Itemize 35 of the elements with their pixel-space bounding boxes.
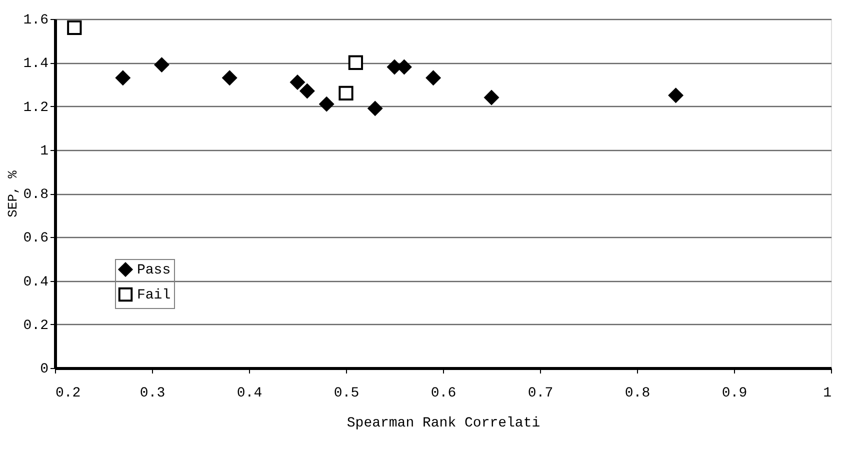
point bbox=[338, 86, 354, 100]
point bbox=[348, 55, 364, 70]
legend-label: Fail bbox=[137, 288, 171, 304]
x-tick-label: 0.7 bbox=[528, 386, 554, 402]
point bbox=[290, 74, 305, 90]
y-tick-label: 1 bbox=[40, 143, 48, 160]
point bbox=[319, 96, 334, 112]
y-tick-label: 0 bbox=[40, 362, 48, 378]
y-tick-label: 1.2 bbox=[23, 100, 48, 116]
y-tick-label: 0.2 bbox=[23, 318, 48, 334]
point bbox=[222, 70, 237, 86]
point bbox=[300, 84, 315, 98]
point bbox=[426, 70, 441, 86]
legend-label: Pass bbox=[137, 262, 171, 278]
point bbox=[154, 57, 170, 72]
x-tick-label: 0.8 bbox=[624, 386, 650, 402]
x-tick-label: 1 bbox=[823, 386, 832, 402]
point bbox=[368, 101, 382, 116]
y-tick-label: 0.8 bbox=[23, 187, 48, 203]
y-tick-label: 0.4 bbox=[23, 274, 48, 290]
y-tick-label: 0.6 bbox=[23, 230, 48, 247]
point bbox=[116, 70, 130, 86]
x-tick-label: 0.9 bbox=[722, 386, 748, 402]
x-tick-label: 0.3 bbox=[140, 386, 166, 402]
x-tick-label: 0.2 bbox=[56, 386, 81, 402]
x-tick-label: 0.6 bbox=[430, 386, 456, 402]
point bbox=[484, 90, 499, 105]
y-tick-label: 1.6 bbox=[23, 12, 48, 28]
x-tick-label: 0.4 bbox=[236, 386, 262, 402]
point bbox=[668, 88, 684, 103]
y-axis-title: SEP, % bbox=[5, 170, 20, 218]
y-tick-label: 1.4 bbox=[23, 56, 48, 72]
x-axis-title: Spearman Rank Correlati bbox=[346, 416, 540, 432]
point bbox=[67, 20, 82, 36]
x-tick-label: 0.5 bbox=[334, 386, 360, 402]
